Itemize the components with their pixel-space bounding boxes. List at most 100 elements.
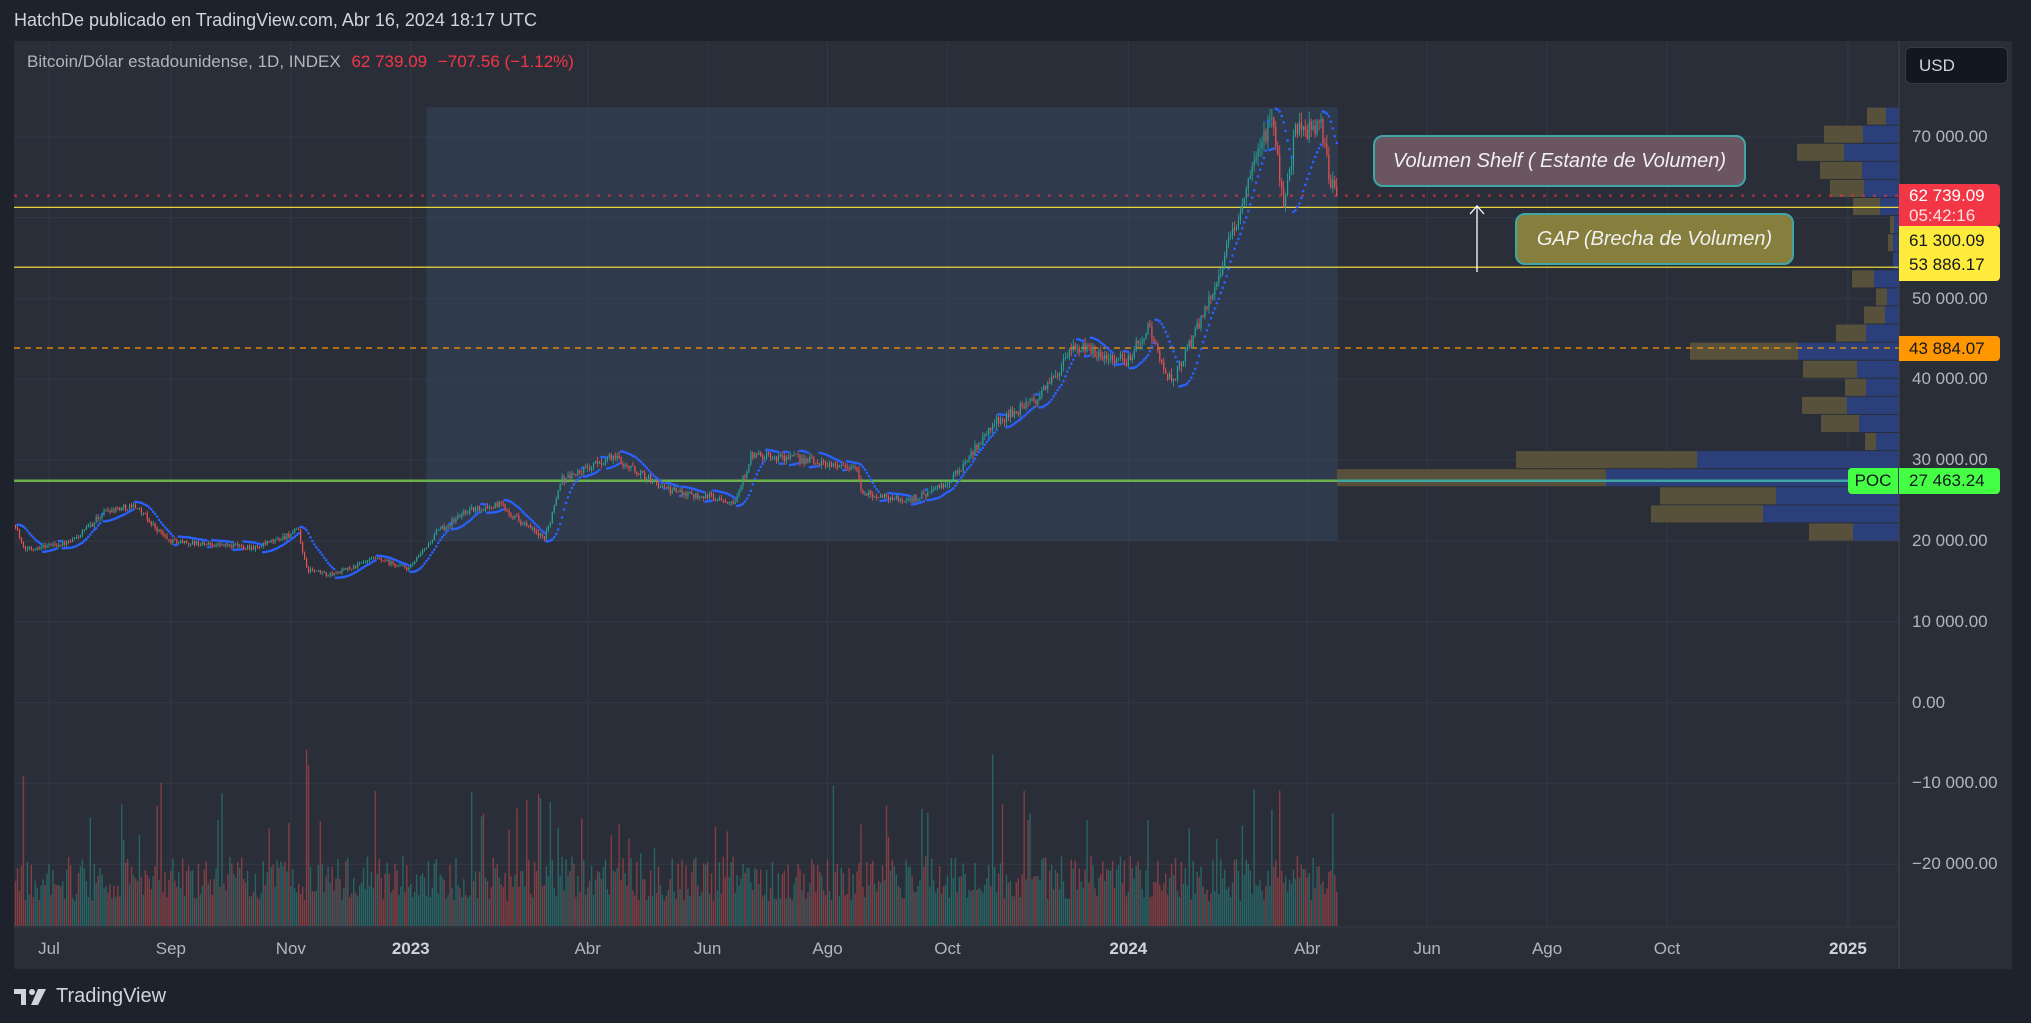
gap-annotation[interactable]: GAP (Brecha de Volumen) [1515, 213, 1794, 265]
volume-bar [1041, 859, 1043, 926]
sar-dot [1036, 393, 1040, 396]
volume-bar [897, 886, 900, 926]
volume-bar [1127, 891, 1130, 926]
volume-bar [500, 884, 502, 926]
sar-dot [898, 492, 902, 496]
sar-dot [576, 478, 580, 481]
volume-bar [380, 877, 382, 926]
volume-bar [331, 866, 333, 926]
volume-bar [795, 876, 797, 926]
sar-dot [275, 546, 279, 550]
sar-dot [98, 521, 102, 525]
volume-bar [75, 894, 78, 926]
candle-body [1237, 219, 1240, 227]
volume-bar [944, 884, 947, 926]
volume-profile-down-bar [1803, 360, 1857, 378]
volume-bar [225, 890, 227, 926]
volume-shelf-annotation[interactable]: Volumen Shelf ( Estante de Volumen) [1373, 135, 1746, 187]
candle-body [182, 540, 184, 543]
candle-body [510, 514, 512, 517]
sar-dot [1258, 168, 1262, 171]
sar-dot [834, 457, 837, 461]
volume-bar [1218, 894, 1220, 926]
sar-dot [71, 546, 74, 549]
candle-body [243, 545, 245, 550]
candle-body [410, 564, 412, 568]
candle-body [693, 494, 695, 498]
sar-dot [533, 521, 536, 525]
sar-dot [334, 576, 338, 580]
candle-body [302, 542, 304, 553]
volume-profile-down-bar [1821, 414, 1859, 433]
sar-dot [319, 550, 322, 554]
candle-body [1023, 406, 1025, 409]
volume-bar [1104, 880, 1106, 926]
candle-body [130, 504, 133, 508]
volume-bar [1261, 890, 1263, 926]
candle-body [1043, 386, 1045, 391]
volume-bar [838, 896, 841, 926]
volume-bar [1231, 882, 1234, 926]
sar-dot [279, 544, 283, 548]
sar-dot [299, 525, 302, 529]
candle-body [728, 502, 730, 504]
currency-button[interactable]: USD [1905, 47, 2008, 84]
sar-dot [440, 535, 444, 539]
volume-bar [673, 891, 675, 926]
candle-body [473, 507, 475, 512]
volume-bar [911, 876, 913, 926]
volume-bar [248, 896, 251, 926]
gap-arrow[interactable] [1469, 205, 1485, 272]
candle-body [974, 444, 976, 456]
volume-bar [740, 878, 742, 926]
volume-bar [1052, 889, 1055, 926]
candle-body [1007, 413, 1010, 418]
volume-bar [974, 863, 976, 926]
volume-bar [917, 885, 919, 926]
sar-dot [609, 466, 613, 469]
candle-body [1247, 178, 1249, 189]
candle-body [1275, 126, 1277, 147]
sar-dot [201, 538, 204, 542]
candle-body [250, 546, 253, 550]
sar-dot [31, 536, 35, 539]
volume-bar [504, 872, 506, 926]
volume-bar [824, 895, 827, 926]
candle-body [1112, 355, 1114, 360]
sar-dot [816, 464, 820, 468]
volume-profile-down-bar [1864, 306, 1885, 324]
sar-dot [110, 518, 114, 522]
candle-body [705, 494, 707, 499]
sar-dot [244, 540, 247, 543]
candle-body [455, 519, 457, 522]
sar-dot [1042, 404, 1046, 408]
candle-body [710, 493, 713, 495]
volume-bar [211, 894, 213, 926]
sar-dot [291, 536, 295, 540]
sar-dot [552, 535, 556, 539]
volume-bar [799, 869, 801, 926]
candle-body [762, 455, 764, 460]
candle-body [431, 539, 433, 543]
candle-body [1283, 188, 1285, 208]
candle-body [50, 543, 52, 546]
volume-bar [604, 859, 607, 926]
sar-dot [1225, 274, 1228, 278]
volume-bar [1111, 861, 1114, 926]
volume-bar [321, 864, 323, 926]
tradingview-logo[interactable]: TradingView [14, 985, 166, 1008]
sar-dot [755, 473, 759, 476]
bar-countdown: 05:42:16 [1909, 206, 1976, 225]
volume-bar [964, 873, 966, 926]
candle-body [1314, 125, 1316, 135]
sar-dot [558, 522, 562, 526]
sar-dot [1239, 232, 1242, 236]
candle-body [402, 565, 404, 567]
volume-bar [1100, 874, 1102, 926]
sar-dot [582, 475, 586, 478]
sar-dot [672, 483, 676, 487]
volume-bar [714, 826, 717, 926]
sar-dot [317, 548, 320, 552]
candle-body [461, 514, 463, 517]
